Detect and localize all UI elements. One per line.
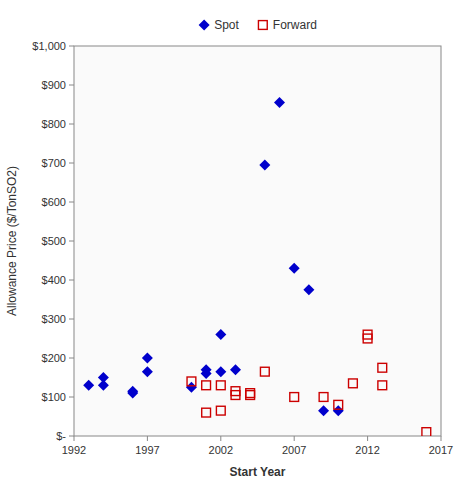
point — [142, 353, 153, 364]
tick-mark — [69, 436, 74, 437]
point — [349, 379, 358, 388]
point — [422, 428, 431, 436]
point — [187, 377, 196, 386]
point — [259, 159, 270, 170]
point — [289, 263, 300, 274]
tick-mark — [69, 397, 74, 398]
legend-marker — [258, 21, 267, 30]
tick-mark — [74, 436, 75, 441]
tick-mark — [69, 319, 74, 320]
point — [83, 380, 94, 391]
y-axis-label: Allowance Price ($/TonSO2) — [5, 166, 19, 316]
point — [216, 406, 225, 415]
point — [201, 368, 212, 379]
tick-mark — [294, 436, 295, 441]
point — [142, 366, 153, 377]
tick-label: $600 — [42, 196, 66, 208]
point — [334, 400, 343, 409]
tick-label: 2017 — [429, 444, 453, 456]
tick-label: 1997 — [135, 444, 159, 456]
tick-label: $1,000 — [32, 40, 66, 52]
point — [274, 97, 285, 108]
point — [202, 408, 211, 417]
plot-area — [74, 46, 441, 436]
tick-mark — [69, 46, 74, 47]
point — [246, 391, 255, 400]
point — [260, 367, 269, 376]
tick-label: 1992 — [62, 444, 86, 456]
tick-label: $- — [56, 430, 66, 442]
tick-mark — [367, 436, 368, 441]
point — [215, 366, 226, 377]
legend-label: Spot — [214, 18, 239, 32]
point — [318, 405, 329, 416]
point — [303, 284, 314, 295]
tick-label: $400 — [42, 274, 66, 286]
x-axis: 1992 1997 2002 2007 2012 2017 — [62, 436, 453, 456]
y-axis: $- $100 $200 $300 $400 $500 $600 $700 $800 $900 $1… — [32, 40, 74, 442]
tick-label: $500 — [42, 235, 66, 247]
point — [215, 329, 226, 340]
tick-label: $100 — [42, 391, 66, 403]
tick-mark — [147, 436, 148, 441]
tick-label: $300 — [42, 313, 66, 325]
tick-mark — [69, 202, 74, 203]
tick-label: 2002 — [209, 444, 233, 456]
legend-item: Spot — [199, 18, 240, 32]
tick-mark — [69, 358, 74, 359]
point — [230, 364, 241, 375]
tick-mark — [69, 85, 74, 86]
legend-label: Forward — [273, 18, 317, 32]
point — [231, 391, 240, 400]
tick-mark — [441, 436, 442, 441]
tick-mark — [69, 241, 74, 242]
tick-mark — [69, 163, 74, 164]
point — [363, 334, 372, 343]
tick-label: $900 — [42, 79, 66, 91]
tick-label: 2012 — [355, 444, 379, 456]
tick-mark — [220, 436, 221, 441]
chart: 1992 1997 2002 2007 2012 2017 $- $100 $200 $300 $4… — [0, 0, 459, 490]
point — [98, 380, 109, 391]
data-points — [83, 97, 431, 436]
legend-item: Forward — [258, 18, 316, 32]
point — [378, 381, 387, 390]
point — [127, 386, 138, 397]
series — [83, 97, 344, 416]
point — [202, 381, 211, 390]
tick-label: $700 — [42, 157, 66, 169]
legend: Spot Forward — [199, 18, 317, 32]
x-axis-label: Start Year — [230, 465, 286, 479]
point — [290, 393, 299, 402]
tick-label: $200 — [42, 352, 66, 364]
tick-mark — [69, 280, 74, 281]
point — [216, 381, 225, 390]
point — [378, 363, 387, 372]
tick-mark — [69, 124, 74, 125]
legend-marker — [199, 20, 210, 31]
tick-label: 2007 — [282, 444, 306, 456]
plot-frame — [74, 46, 441, 436]
point — [319, 393, 328, 402]
series — [187, 330, 431, 436]
tick-label: $800 — [42, 118, 66, 130]
